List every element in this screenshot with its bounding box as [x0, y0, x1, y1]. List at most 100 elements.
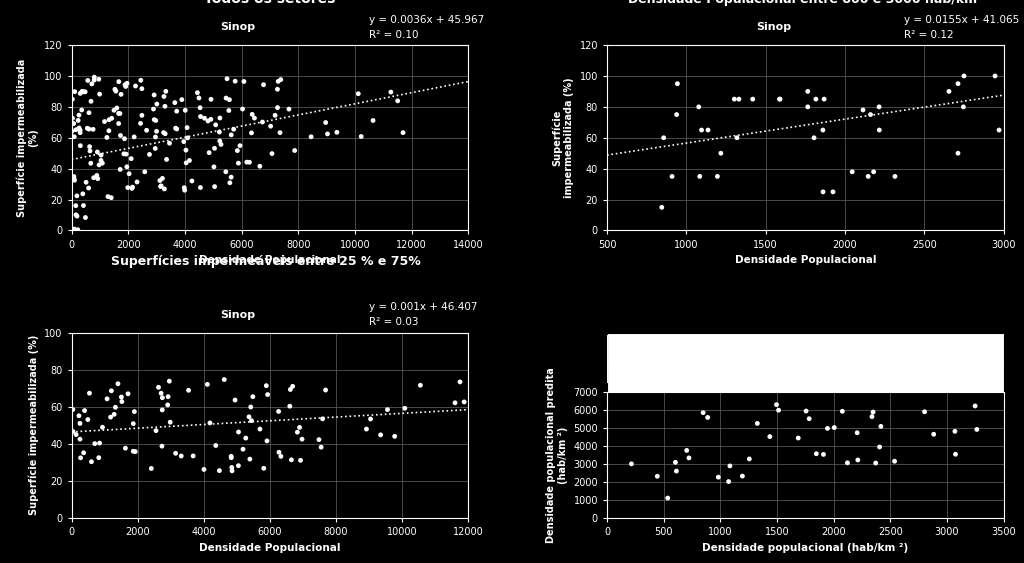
Point: [160, 400, 176, 409]
Point: [353, 132, 370, 141]
Point: [870, 102, 887, 111]
Point: [317, 118, 334, 127]
Point: [284, 455, 300, 464]
Point: [68, 125, 84, 134]
Point: [69, 212, 85, 221]
Point: [73, 453, 89, 462]
Point: [310, 435, 327, 444]
Point: [80, 76, 96, 85]
Point: [143, 464, 160, 473]
Point: [108, 403, 124, 412]
Y-axis label: Superfície impermeabilizada
(%): Superfície impermeabilizada (%): [16, 59, 39, 217]
Point: [289, 428, 305, 437]
Point: [72, 435, 88, 444]
Point: [691, 172, 708, 181]
Point: [262, 122, 279, 131]
Point: [154, 405, 170, 414]
Point: [83, 159, 99, 168]
Point: [283, 385, 299, 394]
Point: [926, 430, 942, 439]
Point: [148, 100, 165, 109]
Point: [270, 448, 287, 457]
Point: [711, 473, 727, 482]
Text: Desvio padrão: Desvio padrão: [891, 340, 981, 350]
Point: [800, 87, 816, 96]
Point: [871, 443, 888, 452]
Point: [65, 114, 81, 123]
Point: [791, 434, 807, 443]
Point: [239, 158, 255, 167]
Point: [772, 95, 788, 104]
Point: [202, 418, 218, 427]
Point: [373, 430, 389, 439]
Point: [303, 132, 319, 141]
Point: [90, 453, 106, 462]
Point: [91, 160, 108, 169]
Point: [80, 415, 96, 424]
Point: [271, 128, 288, 137]
Point: [68, 211, 84, 220]
Point: [358, 425, 375, 434]
Point: [223, 453, 240, 462]
Point: [72, 128, 88, 137]
Point: [162, 418, 178, 427]
Point: [68, 430, 84, 439]
Point: [161, 377, 177, 386]
Text: R² = 0.12: R² = 0.12: [904, 30, 954, 39]
Point: [230, 461, 247, 470]
Point: [750, 419, 766, 428]
Point: [132, 119, 148, 128]
Text: 149.24: 149.24: [785, 373, 824, 383]
Point: [101, 115, 118, 124]
Point: [955, 102, 972, 111]
Point: [947, 450, 964, 459]
Point: [74, 87, 90, 96]
Point: [816, 95, 833, 104]
Point: [649, 472, 666, 481]
Point: [63, 127, 80, 136]
Point: [872, 422, 889, 431]
Point: [141, 150, 158, 159]
Point: [379, 405, 395, 414]
Point: [815, 126, 831, 135]
Point: [175, 137, 191, 146]
Point: [77, 213, 93, 222]
Point: [835, 407, 851, 416]
Text: y = 0.0036x + 45.967: y = 0.0036x + 45.967: [369, 15, 484, 25]
Point: [679, 446, 695, 455]
Text: R² = 0.03: R² = 0.03: [369, 317, 419, 327]
Point: [162, 138, 178, 148]
Point: [77, 87, 93, 96]
Point: [147, 426, 164, 435]
Point: [120, 389, 136, 398]
Point: [154, 441, 170, 450]
Point: [218, 93, 234, 102]
Point: [134, 84, 151, 93]
Point: [125, 419, 141, 428]
Bar: [871, 335, 1004, 383]
Point: [201, 148, 217, 157]
Point: [74, 105, 90, 114]
Point: [173, 452, 189, 461]
Point: [103, 193, 120, 202]
Text: Sinop: Sinop: [220, 22, 256, 32]
Point: [238, 434, 254, 443]
Point: [659, 494, 676, 503]
Point: [808, 449, 824, 458]
Point: [865, 167, 882, 176]
Point: [815, 450, 831, 459]
Point: [887, 172, 903, 181]
Text: MdRE: MdRE: [787, 340, 822, 350]
Point: [76, 87, 92, 96]
Point: [87, 439, 103, 448]
Point: [65, 405, 81, 414]
Point: [197, 114, 213, 123]
Point: [123, 154, 139, 163]
Point: [66, 173, 82, 182]
Point: [121, 169, 137, 178]
Point: [207, 182, 223, 191]
Point: [867, 458, 884, 467]
Point: [98, 133, 115, 142]
Point: [849, 428, 865, 437]
Point: [147, 144, 164, 153]
